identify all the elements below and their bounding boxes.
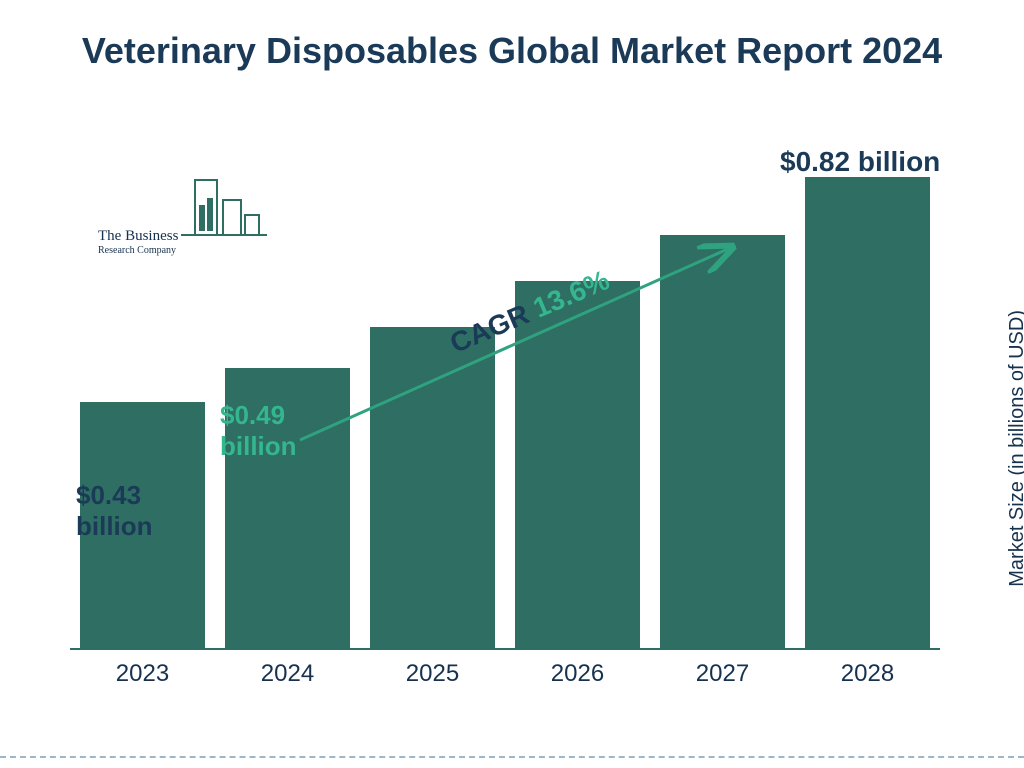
bottom-dashed-rule: [0, 756, 1024, 758]
x-axis-label: 2025: [370, 654, 495, 688]
bar: [370, 327, 495, 650]
bar-slot: [805, 177, 930, 650]
chart-baseline: [70, 648, 940, 650]
bar: [805, 177, 930, 650]
bar-slot: [515, 281, 640, 650]
x-axis-label: 2028: [805, 654, 930, 688]
chart-title: Veterinary Disposables Global Market Rep…: [0, 0, 1024, 73]
bar: [660, 235, 785, 650]
x-axis-label: 2026: [515, 654, 640, 688]
bar-slot: [660, 235, 785, 650]
chart-area: 2023 2024 2025 2026 2027 2028: [70, 160, 940, 690]
value-label: $0.49billion: [220, 400, 297, 462]
bars-container: [70, 160, 940, 650]
x-axis-label: 2023: [80, 654, 205, 688]
x-axis-labels: 2023 2024 2025 2026 2027 2028: [70, 654, 940, 690]
value-label: $0.43billion: [76, 480, 153, 542]
value-label: $0.82 billion: [780, 145, 940, 179]
bar-slot: [370, 327, 495, 650]
bar: [515, 281, 640, 650]
x-axis-label: 2024: [225, 654, 350, 688]
x-axis-label: 2027: [660, 654, 785, 688]
y-axis-title: Market Size (in billions of USD): [1006, 310, 1024, 587]
